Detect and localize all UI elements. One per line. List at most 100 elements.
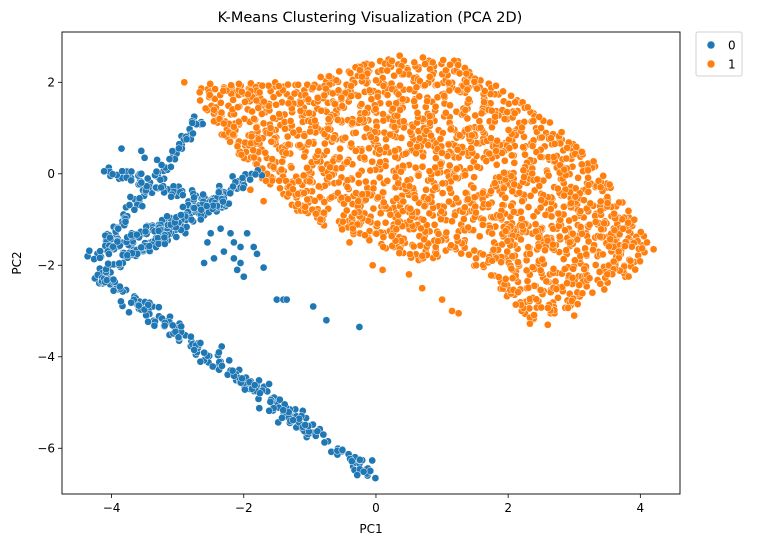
cluster-1-point xyxy=(268,155,277,163)
cluster-1-point xyxy=(282,149,291,158)
cluster-1-point xyxy=(355,66,364,74)
cluster-1-point xyxy=(461,106,470,114)
cluster-0-point xyxy=(236,243,245,251)
cluster-0-point xyxy=(175,144,183,153)
cluster-1-point xyxy=(516,207,525,216)
cluster-1-point xyxy=(619,224,627,233)
cluster-0-point xyxy=(251,170,260,179)
cluster-1-point xyxy=(599,250,607,259)
cluster-0-point xyxy=(190,204,199,212)
cluster-0-point xyxy=(229,182,237,191)
cluster-1-point xyxy=(419,152,427,161)
cluster-1-point xyxy=(638,244,646,253)
x-axis-label: PC1 xyxy=(359,522,382,536)
cluster-1-point xyxy=(355,115,364,124)
cluster-1-point xyxy=(557,128,566,137)
cluster-1-point xyxy=(206,80,215,88)
cluster-1-point xyxy=(367,60,376,69)
cluster-1-point xyxy=(369,184,378,193)
cluster-0-point xyxy=(117,297,125,306)
cluster-1-point xyxy=(386,210,395,219)
cluster-1-point xyxy=(241,98,249,106)
cluster-1-point xyxy=(482,157,491,165)
cluster-0-point xyxy=(104,259,112,268)
cluster-1-point xyxy=(573,300,582,308)
cluster-1-point xyxy=(498,240,506,249)
cluster-1-point xyxy=(338,225,346,234)
cluster-1-point xyxy=(248,107,256,116)
cluster-0-point xyxy=(160,321,169,330)
cluster-1-point xyxy=(565,216,573,225)
cluster-1-point xyxy=(284,99,293,108)
cluster-1-point xyxy=(422,185,430,194)
cluster-1-point xyxy=(406,204,415,213)
cluster-1-point xyxy=(362,124,371,133)
cluster-1-point xyxy=(624,272,633,281)
cluster-1-point xyxy=(537,303,546,312)
cluster-1-point xyxy=(397,167,405,176)
cluster-1-point xyxy=(347,139,356,148)
cluster-1-point xyxy=(394,218,402,227)
cluster-1-point xyxy=(518,222,527,230)
cluster-1-point xyxy=(379,188,387,197)
cluster-0-point xyxy=(320,438,329,447)
cluster-1-point xyxy=(470,193,479,202)
cluster-1-point xyxy=(347,82,355,90)
cluster-1-point xyxy=(594,177,603,185)
cluster-1-point xyxy=(438,149,446,157)
cluster-1-point xyxy=(300,132,309,140)
cluster-0-point xyxy=(187,332,195,341)
cluster-1-point xyxy=(420,235,428,244)
cluster-1-point xyxy=(543,236,552,245)
cluster-1-point xyxy=(492,160,501,169)
cluster-1-point xyxy=(431,183,440,192)
cluster-1-point xyxy=(299,171,308,180)
cluster-1-point xyxy=(471,111,480,120)
cluster-1-point xyxy=(325,72,334,81)
cluster-1-point xyxy=(466,164,475,172)
cluster-1-point xyxy=(500,156,509,165)
cluster-1-point xyxy=(478,221,487,229)
cluster-1-point xyxy=(406,250,414,259)
cluster-1-point xyxy=(624,207,633,215)
cluster-1-point xyxy=(447,241,455,250)
cluster-0-point xyxy=(233,266,242,274)
cluster-1-point xyxy=(235,80,243,88)
cluster-0-point xyxy=(130,205,139,214)
cluster-1-point xyxy=(320,208,328,217)
cluster-1-point xyxy=(453,86,462,95)
cluster-1-point xyxy=(544,304,552,312)
cluster-1-point xyxy=(470,246,479,255)
cluster-1-point xyxy=(553,184,562,193)
cluster-1-point xyxy=(562,246,571,255)
cluster-0-point xyxy=(226,189,235,198)
cluster-0-point xyxy=(190,346,199,354)
x-axis: −4 −2 0 2 4 xyxy=(103,494,644,515)
cluster-1-point xyxy=(501,193,510,202)
cluster-0-point xyxy=(206,229,215,238)
cluster-1-point xyxy=(431,102,440,111)
cluster-1-point xyxy=(395,249,404,257)
cluster-0-point xyxy=(236,259,245,267)
cluster-1-point xyxy=(509,208,518,216)
cluster-1-point xyxy=(448,307,456,315)
cluster-0-point xyxy=(241,385,249,394)
cluster-1-point xyxy=(249,146,258,155)
cluster-1-point xyxy=(534,242,543,251)
cluster-1-point xyxy=(365,144,373,153)
cluster-1-point xyxy=(457,249,466,258)
cluster-1-point xyxy=(351,147,360,155)
cluster-1-point xyxy=(441,66,450,75)
cluster-1-point xyxy=(269,163,278,171)
cluster-1-point xyxy=(349,224,357,233)
cluster-0-point xyxy=(265,406,274,415)
cluster-1-point xyxy=(554,209,563,218)
cluster-1-point xyxy=(488,256,497,265)
cluster-1-point xyxy=(463,85,472,94)
cluster-1-point xyxy=(615,198,623,207)
cluster-0-point xyxy=(230,254,238,263)
cluster-1-point xyxy=(395,51,404,60)
cluster-1-point xyxy=(538,255,547,264)
cluster-1-point xyxy=(310,196,319,205)
